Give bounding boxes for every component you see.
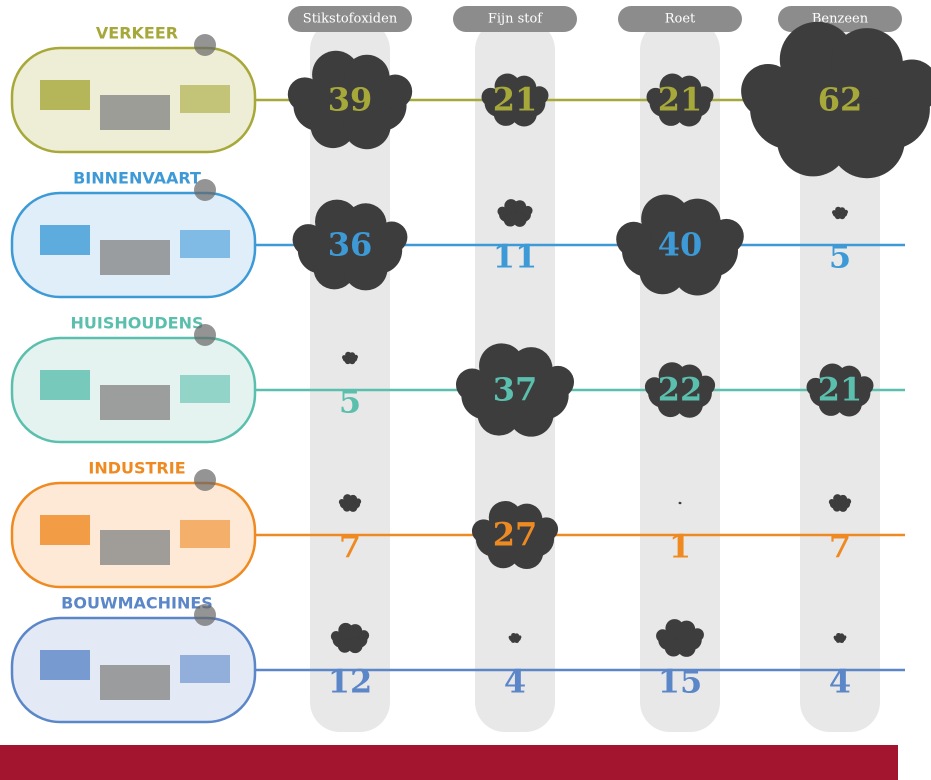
icon [100,665,170,700]
cloud-puff [691,628,704,641]
value-label: 7 [829,528,851,566]
cloud-puff [843,635,846,638]
cloud-puff [616,222,651,257]
value-label: 27 [493,516,538,554]
value-label: 12 [328,663,373,701]
column-header: Stikstofoxiden [303,12,398,27]
value-label: 5 [829,238,851,276]
cloud-puff [456,369,488,401]
cloud-puff [342,355,346,359]
icon [40,225,90,255]
cloud-puff [677,639,695,657]
value-label: 5 [339,383,361,421]
cloud-puff [839,213,845,219]
value-label: 4 [504,663,526,701]
icon [180,520,230,548]
smoke-icon [194,179,216,201]
icon [180,230,230,258]
cloud-puff [349,503,358,512]
cloud-puff [832,210,836,214]
cloud-puff [523,206,533,216]
value-label: 62 [818,81,863,119]
icon [100,530,170,565]
cloud-puff [678,502,679,503]
cloud-puff [741,64,795,118]
cloud-puff [513,213,526,226]
row-label: HUISHOUDENS [71,314,204,333]
cloud-puff [509,636,512,639]
cloud-puff [542,366,574,398]
cloud-puff [709,219,744,254]
cloud-puff [359,630,369,640]
cloud-puff [681,502,682,503]
value-label: 21 [658,81,703,119]
icon [100,385,170,420]
row-label: BOUWMACHINES [61,594,213,613]
cloud-puff [829,499,835,505]
cloud-puff [845,498,851,504]
icon [40,370,90,400]
cloud-puff [354,355,358,359]
smoke-icon [194,469,216,491]
value-label: 7 [339,528,361,566]
cloud-puff [514,638,519,643]
smoke-icon [194,604,216,626]
cloud-puff [293,224,324,255]
icon [180,655,230,683]
icon [40,515,90,545]
cloud-puff [839,638,844,643]
cloud-puff [348,639,363,654]
smoke-icon [194,34,216,56]
value-label: 21 [493,81,538,119]
value-label: 22 [658,371,703,409]
value-label: 36 [328,226,373,264]
cloud-puff [378,75,412,109]
cloud-puff [680,503,681,504]
value-label: 21 [818,371,863,409]
page: StikstofoxidenFijn stofRoetBenzeen VERKE… [0,0,931,780]
footer-band [0,745,898,780]
icon [180,85,230,113]
cloud-puff [288,77,322,111]
column-header: Roet [665,12,696,27]
infographic: StikstofoxidenFijn stofRoetBenzeen VERKE… [0,0,931,780]
cloud-puff [834,636,837,639]
value-label: 37 [493,371,538,409]
icon [180,375,230,403]
cloud-puff [518,635,521,638]
icon [100,95,170,130]
rows: VERKEER 39 21 21 62 BINNENVAART 36 11 40 5 HUISHOU… [12,22,931,722]
icon [40,650,90,680]
cloud-puff [355,498,361,504]
cloud-puff [497,207,507,217]
value-label: 39 [328,81,373,119]
value-label: 40 [658,226,703,264]
cloud-puff [376,222,407,253]
column-header: Fijn stof [488,12,543,27]
value-label: 1 [669,528,691,566]
row-label: BINNENVAART [73,169,201,188]
cloud-puff [331,631,341,641]
value-label: 4 [829,663,851,701]
value-label: 11 [493,238,538,276]
cloud-puff [844,210,848,214]
cloud-puff [535,517,558,540]
cloud-puff [339,499,345,505]
icon [100,240,170,275]
cloud-puff [839,503,848,512]
icon [40,80,90,110]
smoke-icon [194,324,216,346]
cloud-puff [656,629,669,642]
row-label: INDUSTRIE [88,459,185,478]
row-label: VERKEER [96,24,178,43]
value-label: 15 [658,663,703,701]
cloud-puff [349,358,355,364]
